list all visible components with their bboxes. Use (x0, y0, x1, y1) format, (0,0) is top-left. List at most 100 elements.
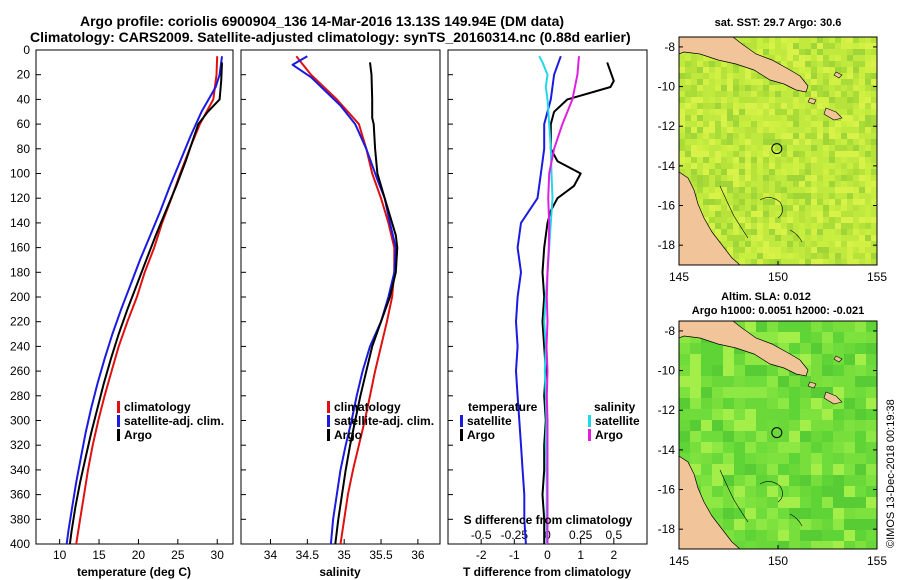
map-cell (685, 115, 691, 121)
map-cell (709, 223, 715, 229)
map-cell (789, 398, 800, 409)
map-cell (853, 91, 859, 97)
map-cell (841, 157, 847, 163)
map-cell (690, 464, 701, 475)
map-cell (715, 91, 721, 97)
map-cell (709, 115, 715, 121)
map-cell (745, 376, 756, 387)
map-cell (727, 187, 733, 193)
map-cell (756, 420, 767, 431)
map-cell (751, 205, 757, 211)
map-cell (811, 332, 822, 343)
map-cell (763, 97, 769, 103)
map-cell (855, 321, 866, 332)
map-cell (800, 343, 811, 354)
map-cell (775, 139, 781, 145)
map-cell (715, 211, 721, 217)
map-cell (739, 103, 745, 109)
map-cell (787, 235, 793, 241)
map-cell (829, 139, 835, 145)
map-cell (778, 442, 789, 453)
map-cell (703, 139, 709, 145)
map-cell (745, 442, 756, 453)
map-cell (685, 91, 691, 97)
map-cell (778, 519, 789, 530)
map-cell (841, 79, 847, 85)
map-cell (727, 175, 733, 181)
map-cell (823, 121, 829, 127)
map-cell (800, 508, 811, 519)
map-cell (734, 497, 745, 508)
map-cell (733, 253, 739, 259)
map-cell (751, 223, 757, 229)
map-cell (865, 55, 871, 61)
temperature-legend-swatch (117, 429, 120, 441)
map-cell (787, 109, 793, 115)
map-cell (805, 253, 811, 259)
map-cell (805, 229, 811, 235)
map-cell (745, 420, 756, 431)
map-cell (734, 464, 745, 475)
map-cell (841, 151, 847, 157)
map-cell (679, 55, 685, 61)
map-cell (767, 431, 778, 442)
map-cell (703, 133, 709, 139)
map-cell (847, 91, 853, 97)
map-cell (709, 163, 715, 169)
map-cell (855, 464, 866, 475)
map-cell (701, 497, 712, 508)
map-cell (799, 73, 805, 79)
map-cell (733, 181, 739, 187)
map-cell (793, 193, 799, 199)
map-cell (822, 530, 833, 541)
map-cell (841, 43, 847, 49)
map-cell (822, 508, 833, 519)
map-cell (811, 247, 817, 253)
map-cell (800, 321, 811, 332)
map-cell (767, 321, 778, 332)
map-cell (763, 109, 769, 115)
map-cell (844, 431, 855, 442)
map-cell (844, 530, 855, 541)
map-cell (709, 73, 715, 79)
map-cell (800, 387, 811, 398)
map-cell (787, 223, 793, 229)
map-cell (721, 109, 727, 115)
map-cell (817, 97, 823, 103)
map-cell (727, 211, 733, 217)
map-cell (811, 193, 817, 199)
temperature-line-satellite-adj-clim- (65, 56, 223, 544)
map-cell (727, 229, 733, 235)
map-cell (853, 121, 859, 127)
map-cell (769, 217, 775, 223)
map-cell (865, 157, 871, 163)
map-cell (811, 181, 817, 187)
map-cell (793, 43, 799, 49)
map-cell (739, 67, 745, 73)
map-cell (793, 253, 799, 259)
map-cell (751, 37, 757, 43)
map-cell (855, 453, 866, 464)
map-cell (853, 127, 859, 133)
reef-outline (719, 185, 803, 243)
map-cell (721, 67, 727, 73)
map-xtick-label: 155 (867, 554, 887, 568)
map-cell (853, 115, 859, 121)
map-cell (781, 145, 787, 151)
map-cell (787, 181, 793, 187)
map-cell (811, 175, 817, 181)
map-cell (679, 151, 685, 157)
map-cell (811, 229, 817, 235)
map-cell (800, 332, 811, 343)
map-cell (733, 139, 739, 145)
map-cell (822, 486, 833, 497)
map-cell (859, 73, 865, 79)
salinity-legend-swatch (327, 401, 330, 413)
map-cell (709, 217, 715, 223)
map-cell (865, 145, 871, 151)
map-cell (871, 55, 877, 61)
map-cell (805, 163, 811, 169)
map-cell (727, 133, 733, 139)
map-cell (781, 49, 787, 55)
map-cell (817, 205, 823, 211)
